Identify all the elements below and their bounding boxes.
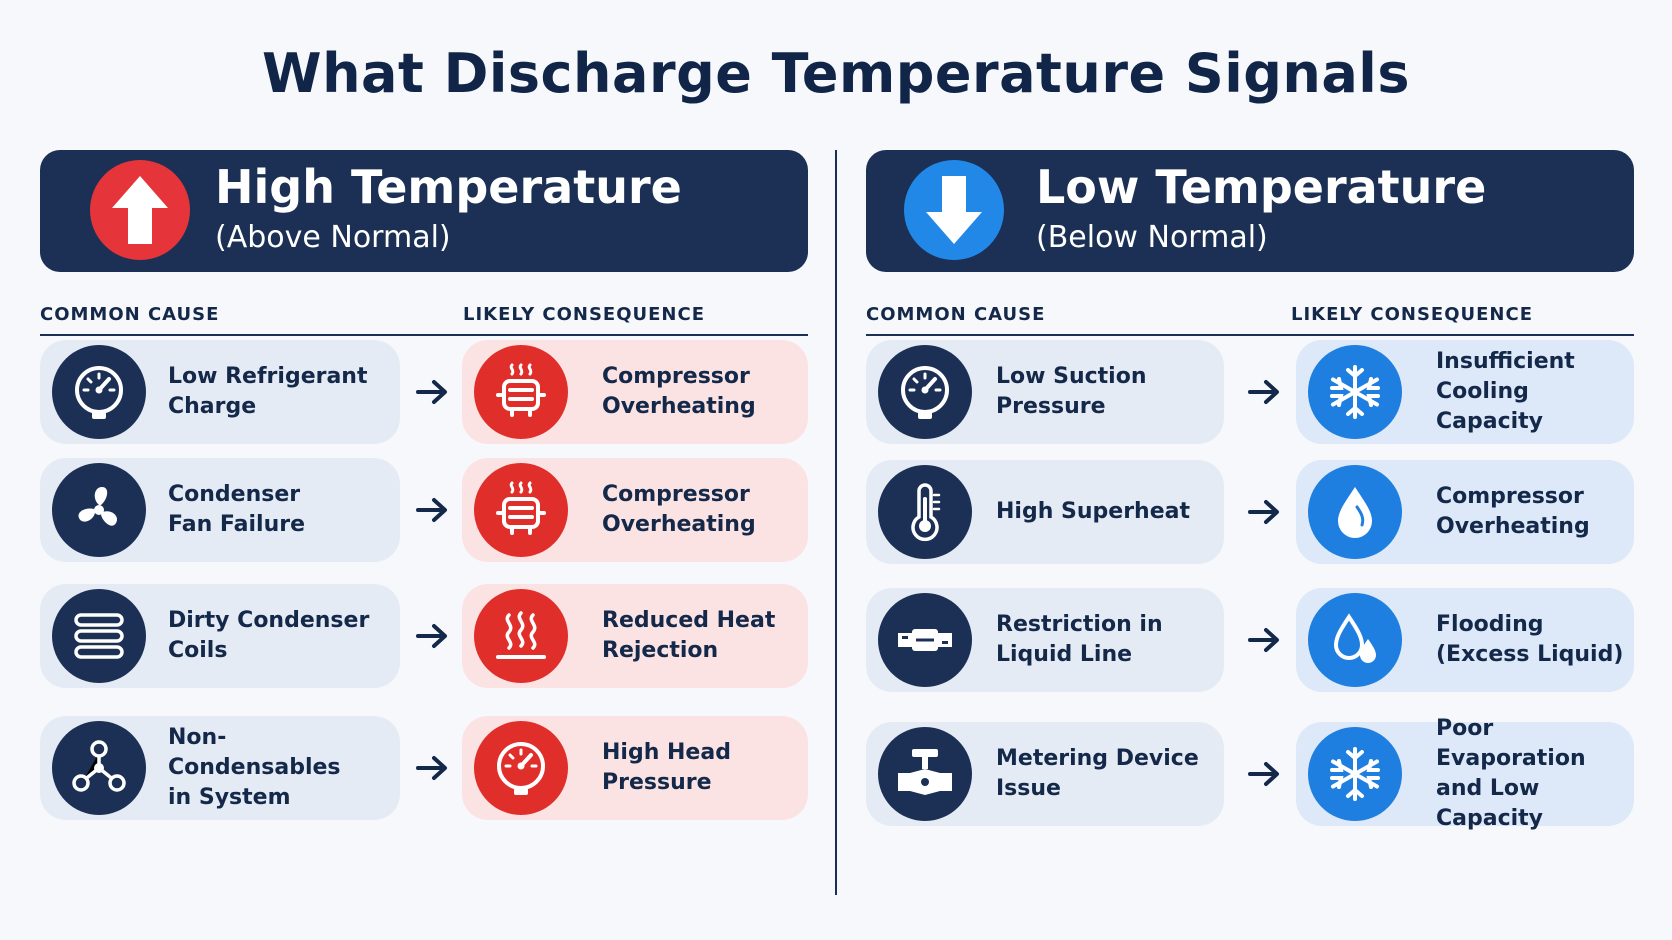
low-row-low-suction: Low Suction Pressure Insufficient Coolin… <box>866 340 1634 444</box>
cause-label-line2: Fan Failure <box>168 512 306 537</box>
cause-card: Dirty Condenser Coils <box>40 584 400 688</box>
arrow-up-icon <box>88 158 192 262</box>
low-temperature-subtitle: (Below Normal) <box>1036 220 1268 255</box>
cause-label-line1: Dirty Condenser <box>168 608 370 633</box>
consequence-card: Compressor Overheating <box>462 340 808 444</box>
cause-label-line1: Low Suction <box>996 364 1147 389</box>
cause-label-line2: Issue <box>996 776 1061 801</box>
cause-card: Metering Device Issue <box>866 722 1224 826</box>
valve-icon <box>878 727 972 821</box>
consequence-label-line1: Poor Evaporation <box>1436 716 1586 771</box>
cause-label-line1: Metering Device <box>996 746 1199 771</box>
cause-card: Restriction in Liquid Line <box>866 588 1224 692</box>
cause-label-line2: in System <box>168 785 291 810</box>
consequence-label-line1: Compressor <box>602 364 750 389</box>
cause-label-line1: High Superheat <box>996 499 1190 524</box>
consequence-label-line1: Insufficient <box>1436 349 1575 374</box>
page-title: What Discharge Temperature Signals <box>262 42 1410 105</box>
droplets-icon <box>1308 593 1402 687</box>
low-row-metering-device: Metering Device Issue Poor Evaporation a… <box>866 716 1634 831</box>
likely-consequence-heading: LIKELY CONSEQUENCE <box>1291 304 1533 325</box>
consequence-label-line2: Overheating <box>602 394 756 419</box>
cause-label-line2: Charge <box>168 394 257 419</box>
arrow-right-icon <box>1244 622 1284 658</box>
low-row-high-superheat: High Superheat Compressor Overheating <box>866 460 1634 564</box>
consequence-card: Compressor Overheating <box>462 458 808 562</box>
high-temperature-panel: High Temperature (Above Normal) COMMON C… <box>40 150 808 895</box>
high-temperature-header: High Temperature (Above Normal) <box>40 150 808 272</box>
consequence-card: Insufficient Cooling Capacity <box>1296 340 1634 444</box>
snowflake-icon <box>1308 727 1402 821</box>
heading-rule <box>40 334 808 336</box>
hot-compressor-icon <box>474 345 568 439</box>
cause-label-line1: Low Refrigerant <box>168 364 368 389</box>
consequence-label-line1: Compressor <box>602 482 750 507</box>
common-cause-heading: COMMON CAUSE <box>866 304 1046 325</box>
arrow-down-icon <box>902 158 1006 262</box>
cause-label-line2: Pressure <box>996 394 1106 419</box>
likely-consequence-heading: LIKELY CONSEQUENCE <box>463 304 705 325</box>
common-cause-heading: COMMON CAUSE <box>40 304 220 325</box>
arrow-right-icon <box>412 374 452 410</box>
high-temperature-subtitle: (Above Normal) <box>215 220 451 255</box>
arrow-right-icon <box>412 750 452 786</box>
heat-waves-icon <box>474 589 568 683</box>
pressure-gauge-icon <box>52 345 146 439</box>
consequence-label-line1: Compressor <box>1436 484 1584 509</box>
arrow-right-icon <box>1244 494 1284 530</box>
cause-card: Non-Condensables in System <box>40 716 400 820</box>
cause-label-line1: Restriction in <box>996 612 1163 637</box>
consequence-label-line2: and Low Capacity <box>1436 776 1544 831</box>
consequence-label-line2: (Excess Liquid) <box>1436 642 1624 667</box>
heading-rule <box>866 334 1634 336</box>
consequence-card: Poor Evaporation and Low Capacity <box>1296 716 1634 831</box>
center-divider <box>835 150 837 895</box>
thermometer-icon <box>878 465 972 559</box>
pressure-gauge-icon <box>878 345 972 439</box>
cause-label-line1: Non-Condensables <box>168 725 341 780</box>
consequence-label-line1: Flooding <box>1436 612 1544 637</box>
consequence-label-line2: Overheating <box>1436 514 1590 539</box>
arrow-right-icon <box>1244 756 1284 792</box>
cause-card: Low Refrigerant Charge <box>40 340 400 444</box>
consequence-card: Reduced Heat Rejection <box>462 584 808 688</box>
hot-compressor-icon <box>474 463 568 557</box>
consequence-label-line2: Rejection <box>602 638 719 663</box>
arrow-right-icon <box>1244 374 1284 410</box>
pipe-restriction-icon <box>878 593 972 687</box>
consequence-label-line2: Overheating <box>602 512 756 537</box>
cause-label-line2: Coils <box>168 638 228 663</box>
consequence-label-line2: Pressure <box>602 770 712 795</box>
consequence-card: Flooding (Excess Liquid) <box>1296 588 1634 692</box>
high-row-low-refrigerant: Low Refrigerant Charge Compressor Overhe… <box>40 340 808 444</box>
high-row-non-condensables: Non-Condensables in System High Head Pre… <box>40 716 808 820</box>
consequence-label-line2: Cooling Capacity <box>1436 379 1544 434</box>
high-row-dirty-coils: Dirty Condenser Coils Reduced Heat Rejec… <box>40 584 808 688</box>
low-row-liquid-line-restriction: Restriction in Liquid Line Flooding (Exc… <box>866 588 1634 692</box>
low-temperature-panel: Low Temperature (Below Normal) COMMON CA… <box>866 150 1634 895</box>
high-row-condenser-fan: Condenser Fan Failure Compressor Overhea… <box>40 458 808 562</box>
coil-icon <box>52 589 146 683</box>
consequence-label-line1: Reduced Heat <box>602 608 776 633</box>
pressure-gauge-icon <box>474 721 568 815</box>
consequence-card: High Head Pressure <box>462 716 808 820</box>
molecule-icon <box>52 721 146 815</box>
arrow-right-icon <box>412 492 452 528</box>
high-temperature-title: High Temperature <box>215 160 682 214</box>
arrow-right-icon <box>412 618 452 654</box>
fan-icon <box>52 463 146 557</box>
droplet-icon <box>1308 465 1402 559</box>
low-temperature-header: Low Temperature (Below Normal) <box>866 150 1634 272</box>
snowflake-icon <box>1308 345 1402 439</box>
consequence-label-line1: High Head <box>602 740 731 765</box>
cause-card: Condenser Fan Failure <box>40 458 400 562</box>
cause-label-line1: Condenser <box>168 482 301 507</box>
cause-card: High Superheat <box>866 460 1224 564</box>
cause-label-line2: Liquid Line <box>996 642 1133 667</box>
consequence-card: Compressor Overheating <box>1296 460 1634 564</box>
low-temperature-title: Low Temperature <box>1036 160 1487 214</box>
cause-card: Low Suction Pressure <box>866 340 1224 444</box>
